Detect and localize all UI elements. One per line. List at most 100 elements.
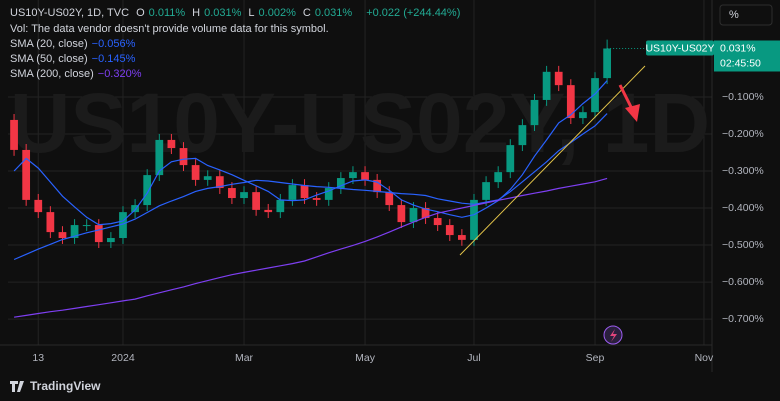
legend-value: −0.056%	[91, 38, 136, 50]
legend-name: SMA (20, close)	[10, 38, 88, 50]
candle-body	[10, 119, 18, 150]
ohlc: O 0.011% H 0.031% L 0.002% C 0.031%	[136, 7, 359, 19]
sma-line	[13, 113, 608, 261]
candle-body	[566, 85, 575, 119]
brand-name[interactable]: TradingView	[30, 379, 101, 393]
y-tick-label: −0.600%	[722, 276, 764, 288]
ohlc-value: 0.031%	[204, 7, 242, 19]
candle-body	[191, 165, 200, 180]
candle-body	[143, 175, 152, 206]
candle-body	[167, 139, 176, 149]
arrow-head	[625, 104, 640, 122]
legend-value: −0.320%	[97, 68, 142, 80]
candle-body	[34, 199, 43, 213]
symbol-label: US10Y-US02Y	[645, 42, 714, 54]
candle-body	[70, 225, 79, 239]
candle-body	[324, 188, 333, 200]
candle-body	[409, 208, 418, 223]
ohlc-key: H	[192, 7, 201, 19]
ohlc-item: C 0.031%	[303, 7, 356, 19]
x-tick-label: May	[355, 352, 376, 364]
ohlc-value: 0.031%	[314, 7, 353, 19]
candle-body	[397, 205, 406, 223]
legend-value: −0.145%	[91, 53, 136, 65]
percent-button-label[interactable]: %	[729, 9, 739, 21]
candle-body	[445, 225, 454, 236]
candle-body	[179, 148, 188, 166]
candle-body	[361, 172, 369, 180]
x-tick-label: 2024	[111, 352, 135, 364]
candle-body	[470, 199, 478, 240]
candle-body	[228, 188, 236, 199]
candle-body	[276, 199, 285, 213]
candle-body	[591, 78, 599, 113]
candle-body	[82, 225, 91, 227]
legend-entry[interactable]: SMA (50, close) −0.145%	[10, 52, 139, 66]
legend-entry[interactable]: SMA (20, close) −0.056%	[10, 37, 139, 51]
price-label-box	[714, 40, 780, 72]
trend-line	[459, 65, 646, 256]
candle-body	[542, 71, 551, 100]
candle-body	[252, 192, 260, 210]
y-tick-label: −0.200%	[722, 128, 764, 140]
candle-body	[482, 182, 490, 200]
change: +0.022 (+244.44%)	[366, 7, 461, 19]
percent-button[interactable]	[719, 4, 773, 26]
ohlc-key: O	[136, 7, 145, 19]
candle-body	[155, 139, 164, 176]
candle-body	[458, 235, 466, 240]
y-tick-label: −0.500%	[722, 239, 764, 251]
candle-body	[131, 205, 139, 213]
candle-body	[506, 145, 515, 173]
symbol: US10Y-US02Y, 1D, TVC	[10, 7, 130, 19]
candle-body	[300, 185, 309, 199]
ohlc-key: L	[248, 7, 255, 19]
candle-body	[603, 48, 611, 79]
candle-body	[240, 192, 248, 199]
candle-body	[336, 178, 345, 189]
candle-body	[530, 99, 539, 126]
candle-body	[22, 149, 31, 200]
y-tick-label: −0.700%	[722, 313, 764, 325]
ohlc-item: O 0.011%	[136, 7, 189, 19]
candle-body	[203, 176, 212, 180]
x-tick-label: Mar	[235, 352, 254, 364]
legend-entry[interactable]: SMA (200, close) −0.320%	[10, 67, 146, 81]
volume-note: Vol: The data vendor doesn't provide vol…	[10, 23, 329, 35]
brand-logo	[10, 381, 24, 392]
candle-body	[58, 232, 67, 239]
candle-body	[215, 176, 224, 189]
candle-body	[494, 172, 503, 183]
candle-body	[518, 125, 527, 146]
candle-body	[119, 212, 127, 239]
x-tick-label: Jul	[467, 352, 480, 364]
symbol-label-box	[646, 40, 714, 56]
ohlc-value: 0.002%	[258, 7, 296, 19]
candle-body	[554, 71, 563, 86]
x-tick-label: 13	[32, 352, 44, 364]
sma-line	[14, 177, 608, 318]
candle-body	[46, 212, 55, 233]
candle-body	[94, 225, 103, 243]
candle-body	[385, 192, 394, 206]
countdown: 02:45:50	[720, 57, 761, 69]
lightning-bolt	[610, 329, 617, 342]
candle-body	[433, 218, 442, 226]
plot-area	[10, 39, 611, 318]
footer-bar	[0, 372, 780, 401]
ohlc-item: L 0.002%	[248, 7, 299, 19]
y-tick-label: −0.400%	[722, 202, 764, 214]
y-tick-label: −0.100%	[722, 91, 764, 103]
candle-body	[264, 209, 273, 213]
y-tick-label: −0.300%	[722, 165, 764, 177]
ohlc-key: C	[302, 7, 311, 19]
x-tick-label: Nov	[695, 352, 714, 364]
watermark: US10Y-US02Y, 1D	[10, 76, 710, 170]
candle-body	[373, 179, 382, 193]
header: US10Y-US02Y, 1D, TVC O 0.011% H 0.031% L 0.00…	[10, 6, 464, 20]
price-label: 0.031%	[720, 42, 756, 54]
candle-body	[421, 208, 430, 219]
legend-name: SMA (200, close)	[10, 68, 94, 80]
candle-body	[288, 185, 297, 200]
